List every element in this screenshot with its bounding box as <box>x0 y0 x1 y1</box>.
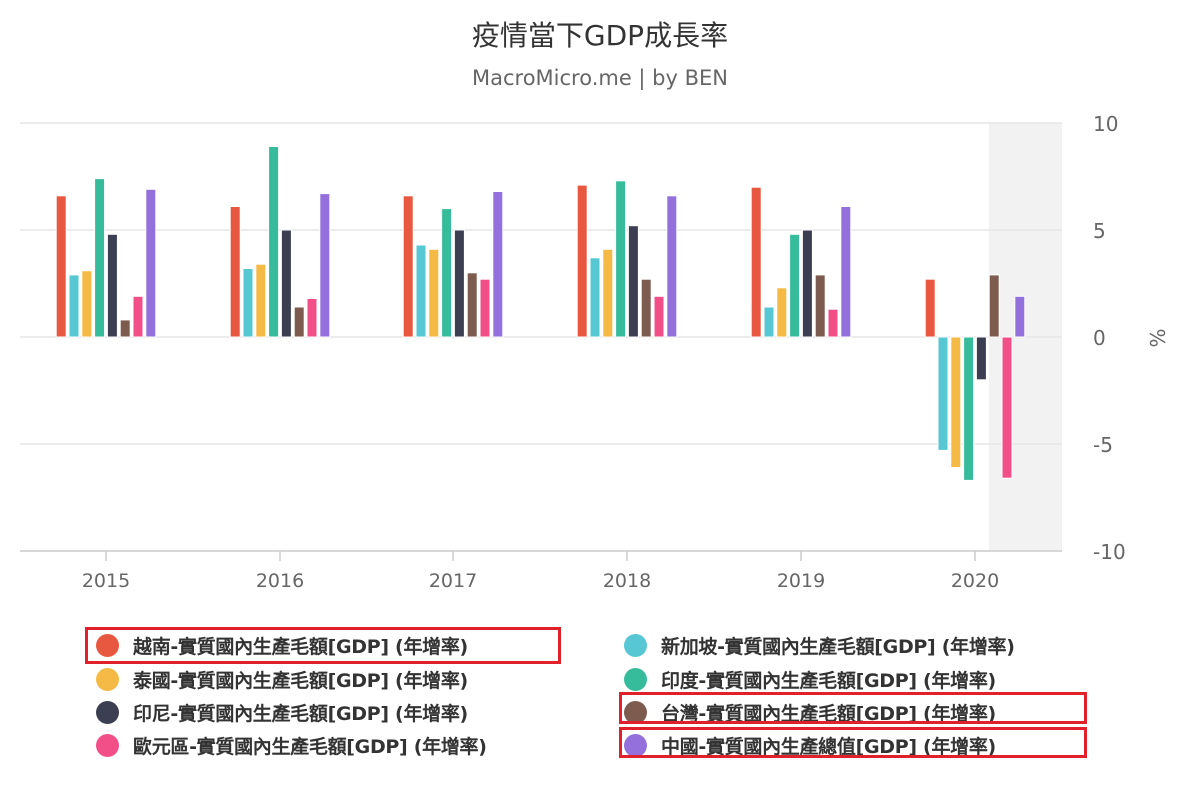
legend-label: 越南-實質國內生產毛額[GDP] (年增率) <box>133 635 468 658</box>
bar[interactable] <box>814 274 826 338</box>
legend-dot-icon <box>624 733 647 757</box>
bar[interactable] <box>963 336 975 481</box>
bar[interactable] <box>801 229 813 338</box>
legend-item[interactable]: 台灣-實質國內生產毛額[GDP] (年增率) <box>624 697 996 727</box>
bars <box>55 146 1026 481</box>
y-tick-label: 0 <box>1093 326 1106 350</box>
y-tick-label: 5 <box>1093 219 1106 243</box>
legend-dot-icon <box>624 667 647 691</box>
bar[interactable] <box>242 268 254 338</box>
bar[interactable] <box>988 274 1000 338</box>
bar-group-2018 <box>576 180 678 338</box>
legend-dot-icon <box>96 733 119 757</box>
chart-subtitle: MacroMicro.me | by BEN <box>472 66 728 90</box>
bar-group-2016 <box>229 146 331 338</box>
legend-label: 印尼-實質國內生產毛額[GDP] (年增率) <box>133 702 468 725</box>
bar[interactable] <box>81 270 93 338</box>
bar[interactable] <box>229 206 241 338</box>
bar[interactable] <box>576 184 588 338</box>
legend-label: 台灣-實質國內生產毛額[GDP] (年增率) <box>661 702 996 725</box>
bar[interactable] <box>666 195 678 338</box>
bar[interactable] <box>840 206 852 338</box>
x-tick-label: 2020 <box>951 570 999 592</box>
bar[interactable] <box>763 306 775 338</box>
bar[interactable] <box>827 308 839 338</box>
x-axis: 2015 2016 2017 2018 2019 2020 <box>82 551 999 592</box>
legend-item[interactable]: 歐元區-實質國內生產毛額[GDP] (年增率) <box>96 730 487 760</box>
y-tick-label: 10 <box>1093 112 1118 136</box>
x-tick-label: 2016 <box>256 570 304 592</box>
legend-item[interactable]: 印度-實質國內生產毛額[GDP] (年增率) <box>624 664 996 694</box>
bar[interactable] <box>68 274 80 338</box>
legend-label: 泰國-實質國內生產毛額[GDP] (年增率) <box>133 669 468 692</box>
bar[interactable] <box>119 319 131 338</box>
bar-group-2015 <box>55 178 157 338</box>
x-tick-label: 2017 <box>429 570 477 592</box>
bar[interactable] <box>106 233 118 338</box>
bar[interactable] <box>132 295 144 338</box>
x-tick-label: 2018 <box>603 570 651 592</box>
bar[interactable] <box>615 180 627 338</box>
y-tick-label: -5 <box>1093 433 1113 457</box>
bar-group-2020 <box>924 274 1026 481</box>
bar[interactable] <box>441 208 453 338</box>
bar[interactable] <box>415 244 427 338</box>
y-tick-label: -10 <box>1093 540 1126 564</box>
bar[interactable] <box>428 248 440 338</box>
legend-label: 中國-實質國內生產總值[GDP] (年增率) <box>661 735 996 758</box>
bar-group-2019 <box>750 186 852 338</box>
x-tick-label: 2015 <box>82 570 130 592</box>
bar[interactable] <box>319 193 331 338</box>
legend-item[interactable]: 新加坡-實質國內生產毛額[GDP] (年增率) <box>624 630 1015 660</box>
bar[interactable] <box>453 229 465 338</box>
legend-dot-icon <box>624 700 647 724</box>
bar[interactable] <box>950 336 962 468</box>
bar[interactable] <box>640 278 652 338</box>
legend-item[interactable]: 泰國-實質國內生產毛額[GDP] (年增率) <box>96 664 468 694</box>
bar[interactable] <box>750 186 762 338</box>
bar[interactable] <box>602 248 614 338</box>
bar[interactable] <box>492 191 504 338</box>
legend-item[interactable]: 中國-實質國內生產總值[GDP] (年增率) <box>624 730 996 760</box>
bar[interactable] <box>975 336 987 381</box>
bar[interactable] <box>255 263 267 338</box>
bar[interactable] <box>293 306 305 338</box>
legend-label: 印度-實質國內生產毛額[GDP] (年增率) <box>661 669 996 692</box>
legend-dot-icon <box>624 633 647 657</box>
bar[interactable] <box>653 295 665 338</box>
bar[interactable] <box>627 225 639 338</box>
bar-group-2017 <box>402 191 504 338</box>
bar[interactable] <box>776 287 788 338</box>
bar[interactable] <box>937 336 949 451</box>
bar[interactable] <box>789 233 801 338</box>
bar[interactable] <box>94 178 106 338</box>
bar[interactable] <box>145 188 157 338</box>
x-tick-label: 2019 <box>777 570 825 592</box>
legend-dot-icon <box>96 667 119 691</box>
bar[interactable] <box>479 278 491 338</box>
bar[interactable] <box>1001 336 1013 479</box>
bar[interactable] <box>1014 295 1026 338</box>
bar[interactable] <box>402 195 414 338</box>
bar[interactable] <box>306 298 318 338</box>
bar[interactable] <box>268 146 280 338</box>
legend-label: 新加坡-實質國內生產毛額[GDP] (年增率) <box>661 635 1015 658</box>
bar[interactable] <box>280 229 292 338</box>
legend-dot-icon <box>96 633 119 657</box>
legend-item[interactable]: 印尼-實質國內生產毛額[GDP] (年增率) <box>96 697 468 727</box>
legend-dot-icon <box>96 700 119 724</box>
legend-item[interactable]: 越南-實質國內生產毛額[GDP] (年增率) <box>96 630 468 660</box>
y-axis: 10 5 0 -5 -10 <box>1093 112 1126 564</box>
bar[interactable] <box>924 278 936 338</box>
bar[interactable] <box>589 257 601 338</box>
gridlines <box>20 122 1062 552</box>
bar[interactable] <box>466 272 478 338</box>
chart-title: 疫情當下GDP成長率 <box>471 19 729 52</box>
bar[interactable] <box>55 195 67 338</box>
legend-label: 歐元區-實質國內生產毛額[GDP] (年增率) <box>133 735 487 758</box>
y-axis-label: % <box>1146 328 1170 347</box>
